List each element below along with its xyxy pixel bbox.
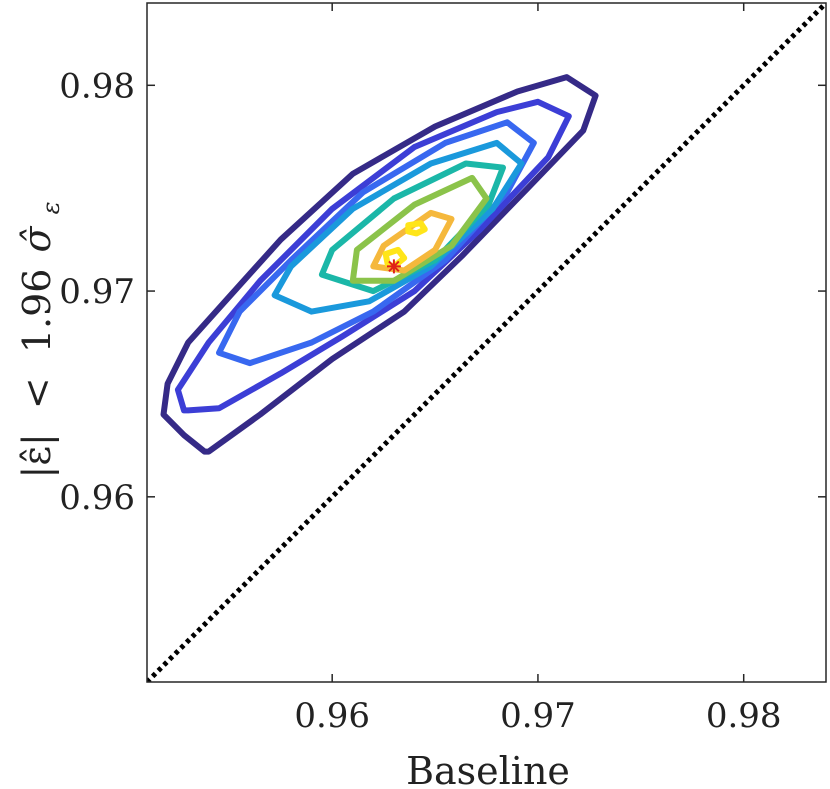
peak-marker xyxy=(386,259,401,274)
x-axis-label: Baseline xyxy=(406,749,570,789)
contour-line-level-2-1 xyxy=(174,98,572,414)
axes: 0.96 0.97 0.98 0.96 0.97 0.98 xyxy=(59,2,827,736)
contour-line-level-8-8 xyxy=(405,220,428,237)
svg-text:|ε̂| < 1.96: |ε̂| < 1.96 σ̂ ε xyxy=(15,202,65,479)
contour-line-level-1-0 xyxy=(160,74,599,455)
y-axis-label-coef: 1.96 xyxy=(15,269,59,354)
contour-line-level-7-6 xyxy=(370,209,455,274)
y-tick-label-1: 0.97 xyxy=(59,272,135,312)
plot-area xyxy=(147,3,826,682)
contour-line-level-4-3 xyxy=(271,139,525,315)
y-axis-label-lt: < xyxy=(15,377,59,409)
x-tick-label-0: 0.96 xyxy=(294,696,370,736)
axes-frame xyxy=(146,2,827,683)
x-tick-label-2: 0.98 xyxy=(706,696,782,736)
x-tick-label-1: 0.97 xyxy=(500,696,576,736)
y-axis-label: |ε̂| < 1.96 σ̂ ε xyxy=(15,202,65,479)
y-axis-label-subscript: ε xyxy=(37,202,65,215)
y-tick-label-0: 0.96 xyxy=(59,478,135,518)
peak-marker-stroke-3 xyxy=(388,260,400,273)
y-axis-label-sigma: σ̂ xyxy=(15,225,59,252)
contour-line-level-6-5 xyxy=(349,174,490,284)
contour-line-level-3-2 xyxy=(216,119,537,367)
y-axis-label-abs: |ε̂| xyxy=(15,433,59,478)
y-tick-label-2: 0.98 xyxy=(59,66,135,106)
plot-clip-group xyxy=(147,3,826,682)
reference-line-y-equals-x xyxy=(147,3,826,682)
